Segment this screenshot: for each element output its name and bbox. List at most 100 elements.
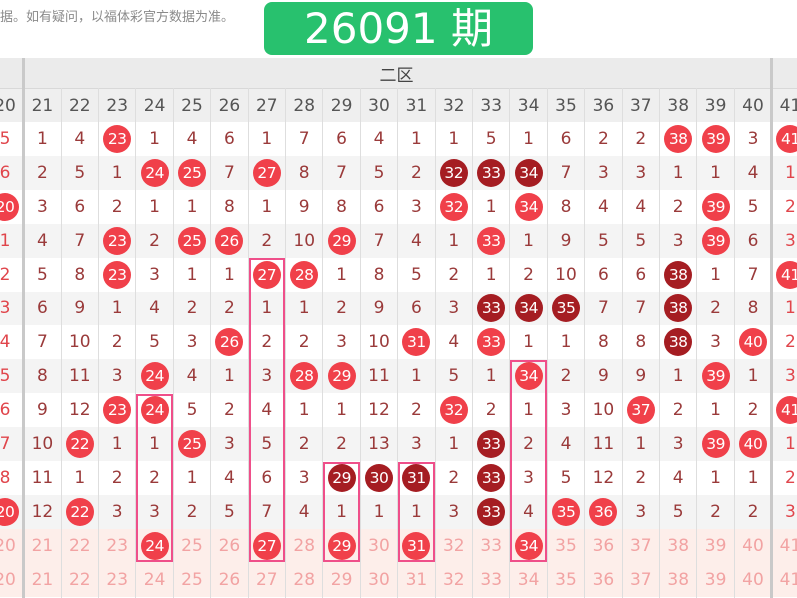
- miss-count: 7: [223, 162, 235, 183]
- select-number-26[interactable]: 26: [218, 569, 241, 590]
- column-divider: [397, 88, 399, 598]
- hit-ball[interactable]: 31: [402, 531, 431, 560]
- trend-highlight-box: [510, 359, 547, 562]
- select-number-25[interactable]: 25: [181, 569, 203, 590]
- miss-count: 11: [68, 366, 91, 387]
- select-number-23[interactable]: 23: [106, 535, 129, 556]
- select-number-21[interactable]: 21: [31, 569, 54, 590]
- select-number-36[interactable]: 36: [592, 535, 615, 556]
- select-number-22[interactable]: 22: [68, 535, 91, 556]
- select-number-39[interactable]: 39: [704, 535, 727, 556]
- hit-ball: 20: [0, 497, 19, 526]
- select-number-26[interactable]: 26: [218, 535, 241, 556]
- hit-ball: 31: [402, 328, 431, 357]
- select-number-28[interactable]: 28: [293, 569, 316, 590]
- select-number-41[interactable]: 41: [779, 535, 797, 556]
- zone-divider: [770, 58, 774, 598]
- select-number-32[interactable]: 32: [442, 535, 465, 556]
- select-number-28[interactable]: 28: [293, 535, 316, 556]
- select-number-35[interactable]: 35: [555, 535, 577, 556]
- hit-ball[interactable]: 27: [252, 531, 281, 560]
- select-number-22[interactable]: 22: [68, 569, 91, 590]
- cell-hit-39: 39: [697, 427, 734, 461]
- select-number-30[interactable]: 30: [368, 569, 390, 590]
- cell-hit-27[interactable]: 27: [248, 529, 285, 563]
- miss-count: 11: [31, 467, 54, 488]
- cell-hit-24[interactable]: 24: [136, 529, 173, 563]
- select-number-38[interactable]: 38: [667, 569, 690, 590]
- repeat-hit-ball: 31: [402, 463, 431, 492]
- cell-hit-34[interactable]: 34: [510, 529, 547, 563]
- miss-count: 1: [149, 434, 160, 455]
- select-number-23[interactable]: 23: [106, 569, 129, 590]
- cell-hit-29[interactable]: 29: [323, 529, 360, 563]
- select-number-35[interactable]: 35: [555, 569, 577, 590]
- select-number-36[interactable]: 36: [592, 569, 615, 590]
- select-number-40[interactable]: 40: [742, 535, 764, 556]
- miss-count: 12: [31, 501, 54, 522]
- miss-count: 2: [672, 400, 684, 421]
- select-number-37[interactable]: 37: [629, 535, 652, 556]
- miss-count: 10: [368, 332, 390, 353]
- cell-hit-38: 38: [660, 258, 697, 292]
- hit-ball: 24: [140, 158, 169, 187]
- select-number-32[interactable]: 32: [442, 569, 465, 590]
- select-number-20[interactable]: 20: [0, 569, 16, 590]
- miss-count: 6: [747, 230, 759, 251]
- hit-ball: 32: [439, 192, 468, 221]
- miss-count: 1: [710, 400, 721, 421]
- select-number-24[interactable]: 24: [143, 569, 166, 590]
- hit-ball: 26: [215, 328, 244, 357]
- cell-hit-33: 33: [473, 224, 510, 258]
- select-number-34[interactable]: 34: [517, 569, 540, 590]
- miss-count: 5: [560, 467, 572, 488]
- miss-count: 7: [560, 162, 572, 183]
- hit-ball[interactable]: 34: [514, 531, 543, 560]
- miss-count: 1: [111, 434, 123, 455]
- select-number-30[interactable]: 30: [368, 535, 390, 556]
- select-number-31[interactable]: 31: [405, 569, 428, 590]
- hit-ball[interactable]: 29: [327, 531, 356, 560]
- select-number-39[interactable]: 39: [704, 569, 727, 590]
- miss-count: 3: [747, 128, 759, 149]
- hit-ball: 39: [701, 430, 730, 459]
- cell-hit-31[interactable]: 31: [398, 529, 435, 563]
- select-number-38[interactable]: 38: [667, 535, 690, 556]
- select-number-40[interactable]: 40: [742, 569, 764, 590]
- miss-count: 7: [635, 298, 647, 319]
- miss-count: 4: [597, 196, 609, 217]
- miss-count: 9: [298, 196, 310, 217]
- zone-label: 二区: [379, 65, 414, 86]
- miss-count: 3: [149, 501, 160, 522]
- select-number-27[interactable]: 27: [255, 569, 278, 590]
- select-number-37[interactable]: 37: [629, 569, 652, 590]
- draw-row: 8 11 1 2 2 1 4 6 3 29 30 31 2 33 3 5 12 2 4 1 1 2: [0, 461, 797, 495]
- select-number-33[interactable]: 33: [480, 569, 503, 590]
- miss-count: 1: [298, 298, 310, 319]
- column-header-40: 40: [742, 96, 764, 116]
- miss-count: 3: [523, 467, 534, 488]
- selection-row: 20 21 22 23 24 25 26 27 28 29 30 31 32 33 34 35 36 37 38 39…: [0, 562, 797, 597]
- select-number-21[interactable]: 21: [31, 535, 54, 556]
- miss-count: 1: [672, 162, 684, 183]
- select-number-29[interactable]: 29: [330, 569, 353, 590]
- select-number-20[interactable]: 20: [0, 535, 16, 556]
- select-number-41[interactable]: 41: [779, 569, 797, 590]
- hit-ball: 33: [477, 226, 506, 255]
- miss-count: 10: [592, 400, 615, 421]
- miss-count: 3: [410, 196, 422, 217]
- miss-count: 1: [336, 264, 347, 285]
- column-divider: [359, 88, 361, 598]
- column-header-33: 33: [480, 96, 503, 116]
- select-number-33[interactable]: 33: [480, 535, 503, 556]
- miss-count: 2: [710, 298, 721, 319]
- miss-count: 3: [560, 400, 572, 421]
- cell-hit-28: 28: [286, 258, 323, 292]
- cell-hit-33: 33: [473, 156, 510, 190]
- hit-ball: 26: [215, 226, 244, 255]
- hit-ball: 32: [439, 396, 468, 425]
- select-number-25[interactable]: 25: [181, 535, 203, 556]
- miss-count: 3: [597, 162, 609, 183]
- column-divider: [509, 88, 511, 598]
- hit-ball[interactable]: 24: [140, 531, 169, 560]
